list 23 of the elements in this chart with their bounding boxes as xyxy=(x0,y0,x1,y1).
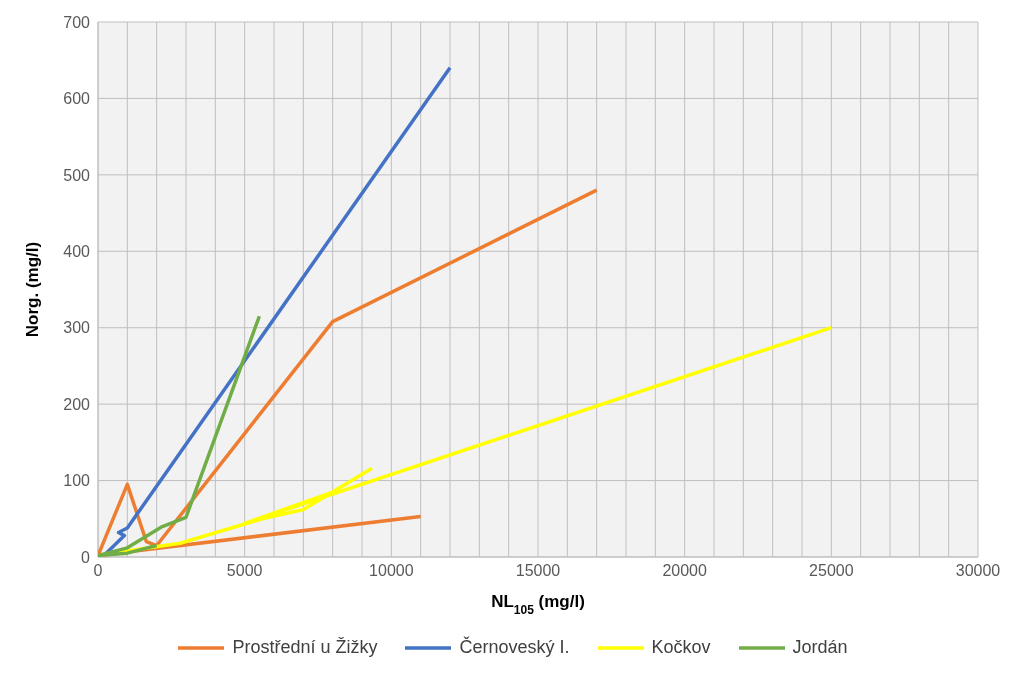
y-tick-label: 600 xyxy=(63,90,91,108)
y-tick-label: 700 xyxy=(63,13,91,31)
y-tick-label: 500 xyxy=(63,166,91,184)
line-series xyxy=(98,314,262,557)
x-tick-label: 30000 xyxy=(955,562,1001,580)
x-tick-label: 5000 xyxy=(226,562,263,580)
x-tick-label: 15000 xyxy=(515,562,561,580)
legend-label: Kočkov xyxy=(651,637,711,658)
legend-label: Černoveský I. xyxy=(459,637,570,658)
y-tick-label: 0 xyxy=(81,548,91,566)
x-axis-title: NL$_{105}$ (mg/l) xyxy=(491,592,585,617)
y-axis-title: Norg. (mg/l) xyxy=(23,241,42,338)
line-series xyxy=(98,188,599,557)
y-tick-label: 100 xyxy=(63,472,91,490)
y-tick-label: 400 xyxy=(63,242,91,260)
y-tick-label: 300 xyxy=(63,319,91,337)
legend-label: Jordán xyxy=(792,637,848,658)
y-tick-label: 200 xyxy=(63,395,91,413)
x-tick-label: 20000 xyxy=(662,562,708,580)
x-tick-label: 25000 xyxy=(809,562,854,580)
x-tick-label: 10000 xyxy=(369,562,414,580)
x-tick-label: 0 xyxy=(93,562,103,580)
legend-label: Prostřední u Žižky xyxy=(232,637,378,658)
